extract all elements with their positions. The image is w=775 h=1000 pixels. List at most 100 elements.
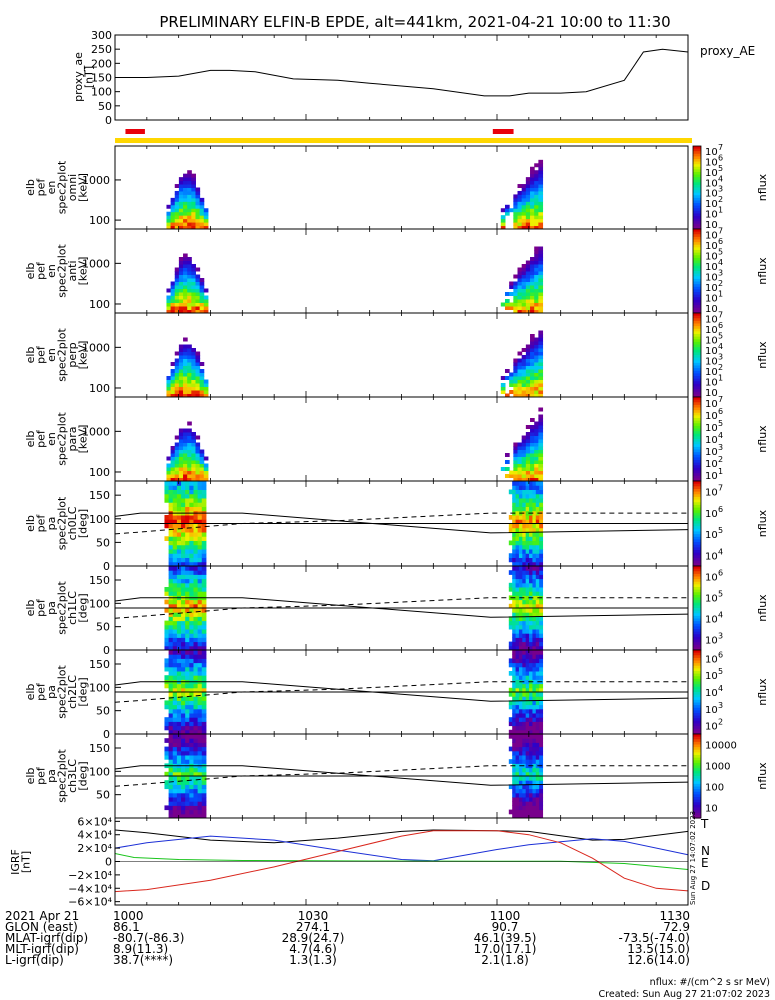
spectrogram-cell — [183, 432, 188, 436]
colorbar-cell — [693, 734, 701, 738]
spectrogram-cell — [172, 540, 178, 546]
colorbar-cell — [693, 475, 701, 479]
spectrogram-cell — [521, 190, 527, 195]
spectrogram-cell — [512, 704, 517, 710]
spectrogram-cell — [197, 624, 203, 630]
spectrogram-cell — [515, 629, 520, 634]
spectrogram-cell — [530, 180, 535, 185]
spectrogram-cell — [532, 767, 537, 773]
spectrogram-cell — [521, 222, 527, 227]
spectrogram-cell — [532, 763, 537, 769]
spectrogram-cell — [195, 355, 201, 359]
spectrogram-cell — [512, 493, 517, 499]
spectrogram-cell — [525, 498, 530, 503]
colorbar-cell — [693, 810, 701, 814]
spectrogram-cell — [168, 759, 174, 764]
spectrogram-cell — [201, 809, 207, 815]
colorbar-cell — [693, 681, 701, 685]
spectrogram-cell — [518, 502, 523, 507]
spectrogram-cell — [521, 442, 527, 447]
spectrogram-cell — [178, 177, 184, 182]
spectrogram-cell — [174, 288, 180, 293]
colorbar-cell — [693, 676, 701, 680]
spectrogram-cell — [164, 519, 170, 524]
spectrogram-cell — [534, 435, 539, 440]
spectrogram-cell — [176, 776, 182, 781]
spectrogram-cell — [178, 278, 184, 282]
spectrogram-cell — [185, 578, 190, 584]
spectrogram-cell — [199, 292, 205, 296]
spectrogram-cell — [201, 692, 207, 697]
spectrogram-cell — [193, 788, 199, 794]
spectrogram-cell — [168, 570, 174, 575]
colorbar-cell — [693, 378, 701, 382]
spectrogram-cell — [525, 570, 530, 575]
spectrogram-cell — [534, 362, 539, 366]
spectrogram-cell — [525, 204, 531, 209]
colorbar-cell — [693, 618, 701, 622]
spectrogram-cell — [164, 666, 170, 672]
spectrogram-cell — [168, 523, 174, 529]
spectrogram-cell — [525, 372, 531, 377]
spectrogram-cell — [193, 658, 199, 664]
spectrogram-cell — [197, 519, 203, 524]
ylabel-line: [keV] — [76, 341, 89, 370]
spectrogram-cell — [539, 489, 544, 495]
spectrogram-cell — [168, 738, 174, 743]
spectrogram-cell — [181, 566, 186, 571]
spectrogram-cell — [168, 519, 174, 524]
spectrogram-cell — [535, 641, 540, 647]
spectrogram-cell — [191, 190, 196, 195]
colorbar-cell — [693, 365, 701, 369]
footer-value: 28.9(24.7) — [282, 931, 345, 945]
spectrogram-cell — [522, 624, 527, 630]
spectrogram-cell — [201, 485, 207, 490]
colorbar-cell — [693, 642, 701, 646]
spectrogram-cell — [185, 683, 190, 689]
spectrogram-cell — [529, 809, 533, 815]
colorbar-cell — [693, 257, 701, 262]
spectrogram-cell — [529, 612, 533, 617]
colorbar-cell — [693, 310, 701, 314]
spectrogram-cell — [168, 485, 174, 490]
spectrogram-cell — [525, 519, 530, 524]
spectrogram-cell — [535, 776, 540, 781]
spectrogram-cell — [532, 489, 537, 495]
colorbar-cell — [693, 179, 701, 183]
spectrogram-cell — [195, 467, 201, 471]
colorbar-cell — [693, 804, 701, 809]
spectrogram-cell — [530, 348, 535, 352]
spectrogram-cell — [534, 355, 539, 359]
spectrogram-cell — [525, 393, 531, 398]
ylabel-line: [keV] — [76, 425, 89, 454]
spectrogram-cell — [525, 369, 531, 373]
spectrogram-cell — [185, 750, 190, 756]
spectrogram-cell — [189, 506, 194, 512]
spectrogram-cell — [193, 792, 199, 798]
colorbar-cell — [693, 294, 701, 298]
spectrogram-cell — [183, 208, 188, 213]
spectrogram-cell — [534, 425, 539, 429]
spectrogram-cell — [530, 306, 535, 310]
spectrogram-cell — [535, 489, 540, 495]
spectrogram-cell — [534, 369, 539, 373]
spectrogram-cell — [525, 587, 530, 592]
igrf-series-T — [114, 829, 689, 844]
colorbar-cell — [693, 644, 701, 648]
colorbar-cell — [693, 581, 701, 585]
spectrogram-cell — [187, 351, 192, 356]
spectrogram-cell — [183, 225, 188, 230]
spectrogram-cell — [178, 225, 184, 230]
colorbar-cell — [693, 699, 701, 704]
spectrogram-cell — [187, 201, 192, 206]
spectrogram-cell — [176, 624, 182, 630]
ylabel-line: elb — [24, 263, 37, 280]
spectrogram-cell — [532, 671, 537, 676]
ae-panel-frame — [114, 34, 689, 121]
spectrogram-cell — [176, 704, 182, 710]
spectrogram-cell — [176, 489, 182, 495]
spectrogram-cell — [535, 666, 540, 672]
colorbar-cell — [693, 636, 701, 641]
spectrogram-cell — [181, 666, 186, 672]
